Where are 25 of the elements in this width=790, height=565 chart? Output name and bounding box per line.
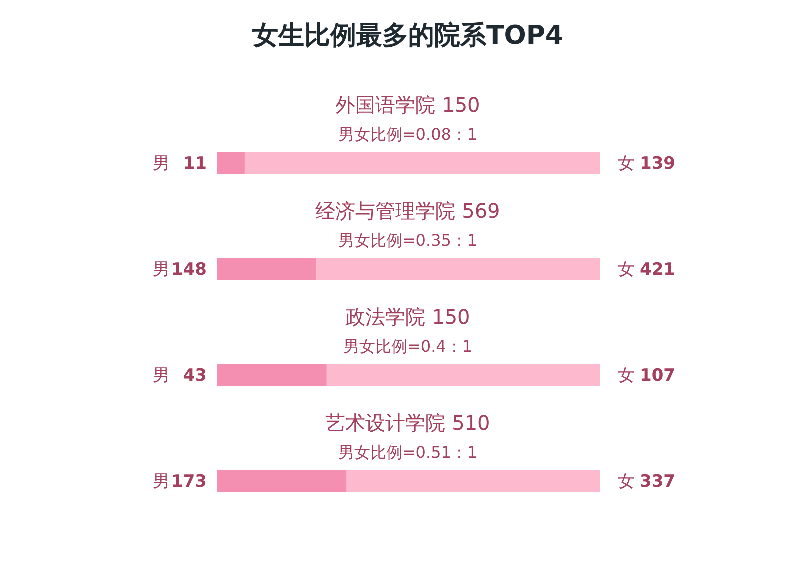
text: 男 — [153, 260, 170, 280]
text: 女 — [618, 260, 635, 280]
text: 337 — [640, 472, 676, 492]
chart-title: 女生比例最多的院系TOP4 — [252, 21, 564, 51]
annotation: 男女比例=0.35：1 — [338, 231, 478, 250]
text: 女 — [618, 366, 635, 386]
text: 148 — [172, 260, 207, 280]
text: 139 — [640, 154, 676, 174]
text: 421 — [640, 260, 676, 280]
y-tick-label: 政法学院 150 — [346, 305, 470, 329]
text: 男 — [153, 154, 170, 174]
series-label: 女 — [618, 154, 635, 174]
text: 男 — [153, 366, 170, 386]
text: 107 — [640, 366, 676, 386]
annotation: 男女比例=0.4：1 — [343, 337, 473, 356]
text: 43 — [183, 366, 207, 386]
text: 女 — [618, 472, 635, 492]
text: 男 — [153, 472, 170, 492]
annotation: 男女比例=0.08：1 — [338, 125, 478, 144]
y-tick-label: 外国语学院 150 — [336, 93, 480, 117]
text: 173 — [172, 472, 207, 492]
annotation: 男女比例=0.51：1 — [338, 443, 478, 462]
text: 11 — [183, 154, 207, 174]
y-tick-label: 经济与管理学院 569 — [316, 199, 500, 223]
y-tick-label: 艺术设计学院 510 — [326, 411, 490, 435]
